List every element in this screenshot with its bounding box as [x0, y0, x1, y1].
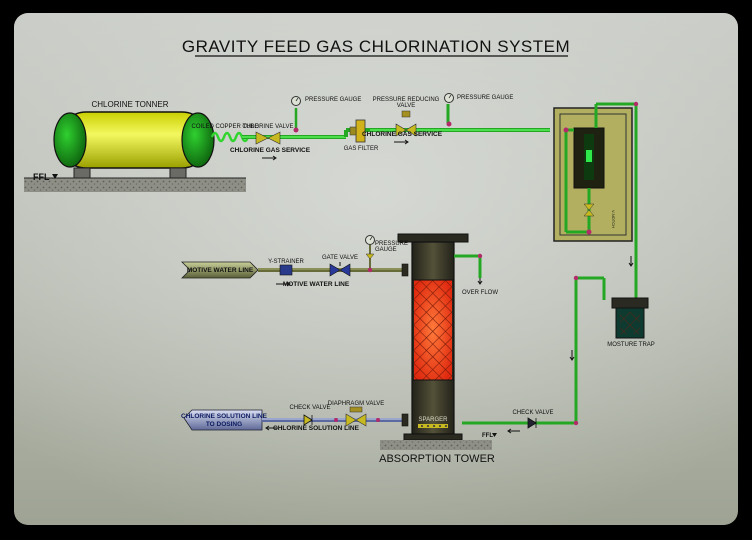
- ffl-tower-label: FFL: [482, 433, 493, 439]
- gas-filter-label: GAS FILTER: [344, 146, 379, 152]
- coiled-tube-label: COILED COPPER TUBE: [192, 124, 259, 130]
- pressure-gauge-2-label: PRESSURE GAUGE: [457, 95, 513, 101]
- dosing-arrow-label-1: CHLORINE SOLUTION LINE: [181, 413, 268, 420]
- flow-arrow-icon: [262, 155, 277, 161]
- pressure-gauge-1-label: PRESSURE GAUGE: [305, 97, 361, 103]
- tower-outlet-flange: [401, 413, 409, 427]
- tonner-end-left: [53, 112, 87, 168]
- chlorine-solution-line-label: CHLORINE SOLUTION LINE: [273, 425, 360, 432]
- chlorinator-panel: V-NOTCH: [553, 107, 633, 242]
- overflow-arrow-icon: [477, 278, 483, 285]
- moisture-trap: MOSTURE TRAP: [607, 297, 655, 348]
- diaphragm-valve-icon: [345, 413, 367, 427]
- tower-inlet-flange: [401, 263, 409, 277]
- prv-icon: [395, 123, 417, 137]
- sparger-label: SPARGER: [419, 417, 449, 423]
- y-strainer-icon: [279, 264, 293, 276]
- absorption-tower: SPARGER ABSORPTION TOWER FFL: [379, 233, 497, 465]
- chlorine-gas-service-label-2: CHLORINE GAS SERVICE: [362, 131, 443, 138]
- prv-label-1: PRESSURE REDUCING: [373, 97, 440, 103]
- absorption-tower-label: ABSORPTION TOWER: [379, 453, 495, 465]
- diagram-title: GRAVITY FEED GAS CHLORINATION SYSTEM: [182, 37, 570, 56]
- chlorine-solution-pipe: [262, 418, 404, 422]
- motive-water-arrow-label: MOTIVE WATER LINE: [187, 267, 254, 274]
- pressure-gauge-1: PRESSURE GAUGE: [291, 96, 361, 133]
- diaphragm-valve-label: DIAPHRAGM VALVE: [328, 401, 384, 407]
- diaphragm-valve[interactable]: DIAPHRAGM VALVE: [328, 401, 384, 427]
- flow-arrow-icon-2: [394, 139, 409, 145]
- gauge-fitting-icon: [367, 267, 373, 273]
- moisture-trap-label: MOSTURE TRAP: [607, 342, 655, 348]
- check-valve-left-label: CHECK VALVE: [289, 405, 330, 411]
- check-valve-right[interactable]: CHECK VALVE: [512, 410, 554, 429]
- check-valve-right-label: CHECK VALVE: [512, 410, 553, 416]
- check-valve-icon: [303, 414, 313, 426]
- dosing-arrow-label-2: TO DOSING: [206, 421, 242, 428]
- ffl-label: FFL: [33, 172, 50, 182]
- left-arrow-icon-2: [265, 425, 278, 431]
- pipe-fitting-icon: [573, 420, 579, 426]
- ffl-marker-icon: [52, 174, 58, 179]
- flow-arrow-icon-3: [276, 281, 291, 287]
- y-strainer: Y-STRAINER: [268, 259, 305, 276]
- pressure-gauge-3-label-b: GAUGE: [375, 247, 397, 253]
- gas-filter: GAS FILTER: [344, 119, 379, 152]
- gate-valve-label: GATE VALVE: [322, 255, 358, 261]
- prv-label-2: VALVE: [397, 103, 415, 109]
- panel-valve-icon: [583, 203, 595, 217]
- chlorine-valve-label: CHLORINE VALVE: [242, 124, 293, 130]
- tonner-ground: [24, 178, 246, 192]
- overflow: OVER FLOW: [454, 253, 498, 296]
- dosing-arrow: CHLORINE SOLUTION LINE TO DOSING: [181, 409, 268, 431]
- ffl-marker-icon: [492, 433, 497, 437]
- tower-top-flange: [397, 233, 469, 243]
- check-valve-left[interactable]: CHECK VALVE: [289, 405, 331, 426]
- chlorine-valve[interactable]: CHLORINE VALVE: [242, 124, 294, 145]
- gate-valve-icon: [329, 263, 351, 277]
- pipe-fitting-icon: [573, 275, 579, 281]
- check-valve-icon: [527, 417, 537, 429]
- overflow-label: OVER FLOW: [462, 290, 498, 296]
- gate-valve[interactable]: GATE VALVE: [322, 255, 358, 277]
- gauge-fitting-icon: [446, 121, 452, 127]
- left-arrow-icon: [507, 428, 520, 434]
- tonner-end-right: [181, 112, 215, 168]
- motive-water-arrow: MOTIVE WATER LINE: [181, 261, 259, 279]
- y-strainer-label: Y-STRAINER: [268, 259, 304, 265]
- tonner-label: CHLORINE TONNER: [91, 100, 168, 109]
- pressure-gauge-3: PRESSURE GAUGE: [365, 235, 408, 273]
- pressure-reducing-valve[interactable]: PRESSURE REDUCING VALVE: [373, 97, 440, 137]
- gauge-fitting-icon: [293, 127, 299, 133]
- pipe-fitting-icon: [633, 101, 639, 107]
- chlorine-gas-service-label-1: CHLORINE GAS SERVICE: [230, 147, 311, 154]
- motive-water-arrow-icon: [181, 261, 259, 279]
- down-arrow-icon: [628, 256, 634, 267]
- chlorine-valve-icon: [255, 131, 281, 145]
- chlorine-tonner: CHLORINE TONNER FFL: [24, 100, 246, 192]
- pressure-gauge-3-label-a: PRESSURE: [375, 241, 408, 247]
- down-arrow-icon: [569, 350, 575, 361]
- pressure-gauge-2: PRESSURE GAUGE: [444, 93, 513, 127]
- chlorinator-tag: V-NOTCH: [611, 210, 616, 228]
- motive-water-line-label: MOTIVE WATER LINE: [283, 281, 350, 288]
- tonner-support-left: [73, 167, 91, 179]
- tonner-support-right: [169, 167, 187, 179]
- tower-ground: [380, 440, 492, 450]
